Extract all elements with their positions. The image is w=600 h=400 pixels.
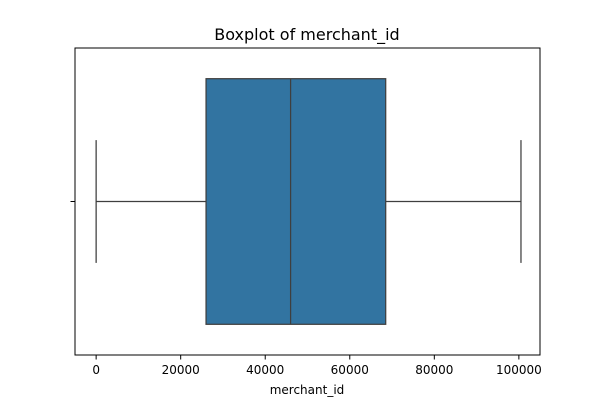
chart-title: Boxplot of merchant_id [214,25,399,45]
x-tick-label: 40000 [246,363,284,377]
x-tick-label: 80000 [415,363,453,377]
interquartile-box [205,78,387,325]
x-axis-label: merchant_id [270,383,345,397]
x-tick-label: 60000 [331,363,369,377]
box-series [95,78,522,325]
x-tick-label: 0 [92,363,100,377]
x-axis: 0 20000 40000 60000 80000 100000 [92,355,542,377]
x-tick-label: 20000 [162,363,200,377]
x-tick-label: 100000 [496,363,542,377]
